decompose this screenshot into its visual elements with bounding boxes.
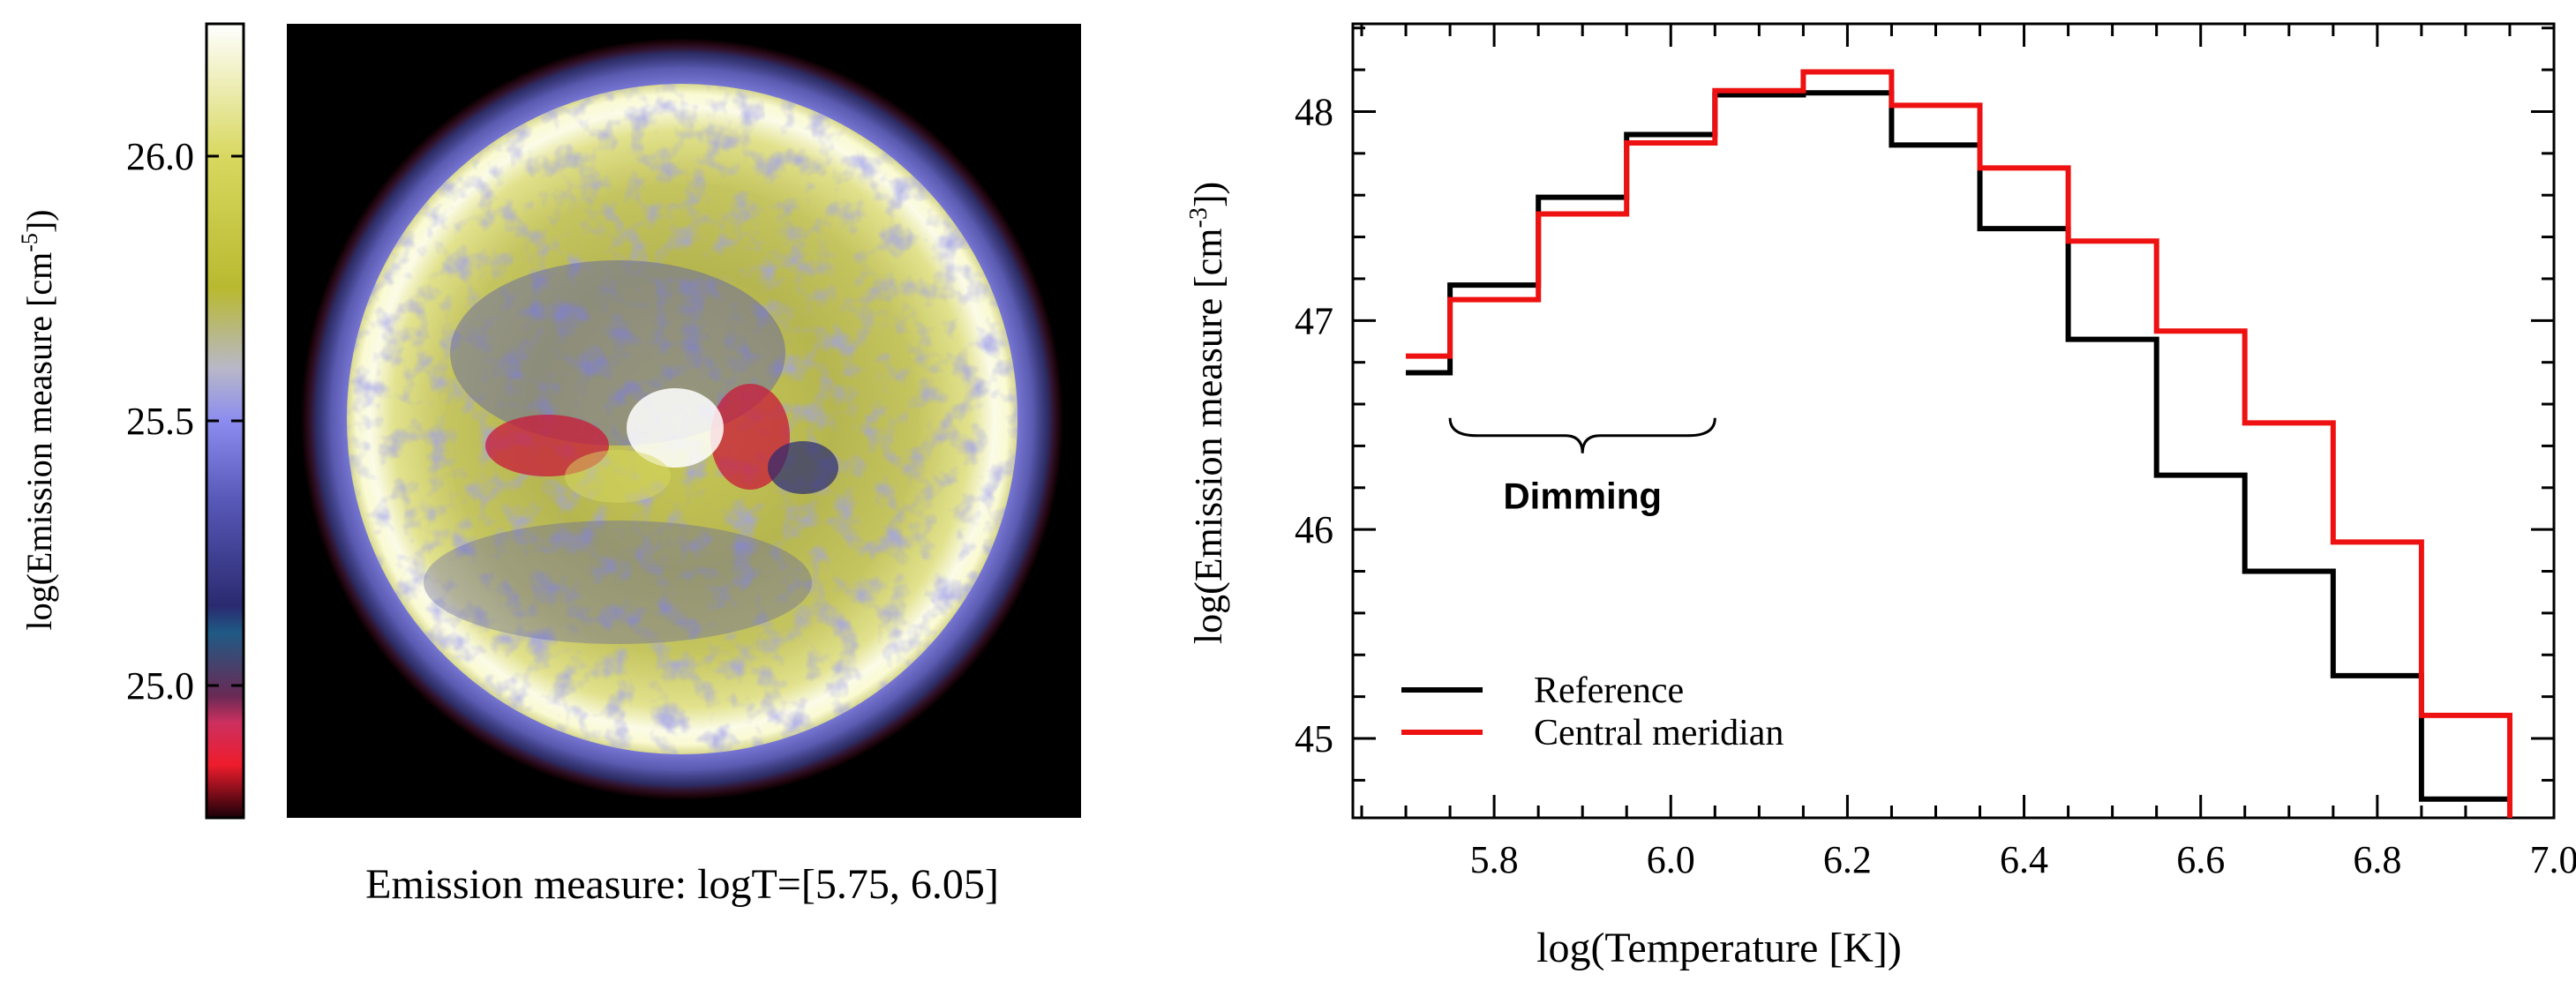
dem-plot: 5.8 6.0 6.2 6.4 6.6 6.8 7.0 45 46 47 48 Dimming R… (1185, 22, 2576, 971)
series-line-central-meridian (1406, 69, 2512, 818)
x-tick-label: 6.0 (1647, 838, 1695, 881)
colorbar-tick-label: 26.0 (126, 135, 194, 178)
y-tick-label: 46 (1295, 508, 1333, 551)
x-tick-label: 7.0 (2530, 838, 2576, 881)
series-lines (1406, 69, 2512, 818)
y-tick-label: 47 (1295, 299, 1333, 342)
x-axis-ticks (1360, 24, 2556, 818)
plot-frame (1351, 22, 2556, 820)
emission-measure-image (287, 24, 1081, 818)
x-tick-label: 6.6 (2176, 838, 2225, 881)
colorbar-ticks: 25.0 25.5 26.0 (126, 135, 244, 708)
y-axis-ticks (1353, 26, 2554, 782)
y-tick-label: 45 (1295, 717, 1333, 760)
y-tick-label: 48 (1295, 90, 1333, 133)
x-tick-label: 6.4 (2000, 838, 2048, 881)
colorbar-tick-label: 25.5 (126, 400, 194, 443)
legend-label: Central meridian (1534, 713, 1784, 753)
colorbar: 25.0 25.5 26.0 log(Emission measure [cm-5]… (17, 22, 245, 820)
colorbar-tick-label: 25.0 (126, 664, 194, 708)
x-axis-label: log(Temperature [K]) (1536, 925, 1902, 971)
dimming-annotation: Dimming (1503, 476, 1662, 517)
y-axis-label: log(Emission measure [cm-3]) (1185, 182, 1230, 644)
y-axis-tick-labels: 45 46 47 48 (1295, 90, 1333, 760)
legend-label: Reference (1534, 671, 1684, 711)
dimming-brace (1448, 417, 1716, 453)
x-tick-label: 6.2 (1823, 838, 1872, 881)
x-axis-tick-labels: 5.8 6.0 6.2 6.4 6.6 6.8 7.0 (1470, 838, 2576, 881)
x-tick-label: 6.8 (2353, 838, 2401, 881)
x-tick-label: 5.8 (1470, 838, 1519, 881)
image-caption: Emission measure: logT=[5.75, 6.05] (365, 861, 999, 908)
colorbar-label: log(Emission measure [cm-5]) (17, 209, 59, 630)
disk-texture (347, 84, 1018, 754)
